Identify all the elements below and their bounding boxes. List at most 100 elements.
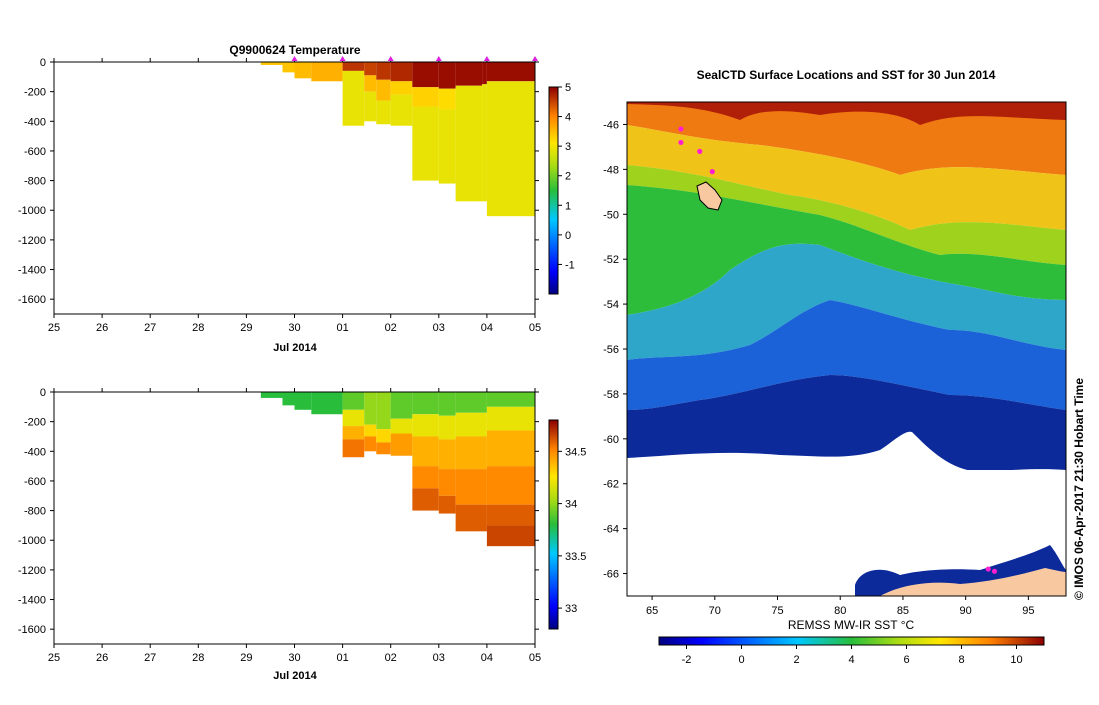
salinity-axes: 0 -200 -400 -600 -800 -1000 -1200 -1400 -1600 25 2… [18, 387, 541, 664]
salinity-cell [486, 392, 535, 407]
temperature-profile-marker [339, 56, 346, 61]
sst-map-ytick-label: -52 [603, 254, 619, 266]
salinity-cell [455, 436, 487, 470]
salinity-cell [342, 426, 365, 440]
sst-field [627, 102, 1066, 596]
temperature-cell [376, 79, 391, 101]
temperature-xtick-label: 02 [385, 322, 397, 334]
salinity-cell [282, 392, 295, 406]
temperature-cell [412, 62, 439, 88]
salinity-ytick-label: -1400 [18, 595, 46, 607]
temperature-xtick-label: 05 [529, 322, 541, 334]
temperature-colorbar [548, 86, 559, 295]
salinity-ytick-label: -600 [24, 476, 46, 488]
salinity-xtick-label: 29 [240, 652, 252, 664]
temperature-cb-label: 4 [565, 112, 571, 124]
temperature-xlabel: Jul 2014 [273, 342, 317, 354]
salinity-xtick-label: 30 [288, 652, 300, 664]
salinity-cb-label: 34 [565, 499, 577, 511]
salinity-xtick-label: 03 [433, 652, 445, 664]
salinity-cell [455, 392, 487, 413]
temperature-ytick-label: 0 [40, 57, 46, 69]
temperature-xtick-label: 30 [288, 322, 300, 334]
temperature-ytick-label: -1400 [18, 265, 46, 277]
temperature-cb-label: 0 [565, 230, 571, 242]
salinity-cell [438, 392, 456, 416]
salinity-ytick-label: -1200 [18, 565, 46, 577]
seal-location-marker [991, 568, 998, 574]
temperature-cell [455, 62, 483, 86]
seal-location-marker [697, 148, 703, 154]
salinity-cell [364, 392, 377, 425]
sst-map-ytick-label: -58 [603, 389, 619, 401]
sst-map-xtick-label: 90 [960, 605, 972, 617]
salinity-xlabel: Jul 2014 [273, 670, 317, 682]
salinity-xtick-label: 05 [529, 652, 541, 664]
salinity-cell [412, 392, 439, 415]
sst-colorbar-label: REMSS MW-IR SST °C [788, 618, 915, 632]
salinity-cell [412, 414, 439, 437]
seal-location-marker [985, 566, 991, 572]
salinity-cell [390, 433, 413, 456]
sst-map-ytick-label: -48 [603, 164, 619, 176]
salinity-cell [412, 488, 439, 511]
temperature-cell [486, 81, 535, 217]
temperature-profile-marker [387, 56, 394, 61]
sst-cb-label: 4 [848, 654, 854, 666]
temperature-colorbar-ticks: 5 4 3 2 1 0 -1 [558, 82, 575, 271]
temperature-cell [376, 62, 391, 80]
salinity-cell [390, 418, 413, 434]
salinity-cell [311, 392, 343, 415]
salinity-cell [412, 466, 439, 489]
salinity-cell [438, 439, 456, 470]
salinity-panel: 0 -200 -400 -600 -800 -1000 -1200 -1400 -1600 25 2… [18, 387, 587, 682]
sst-cb-label: 10 [1010, 654, 1022, 666]
temperature-cell [364, 62, 377, 76]
sst-map-xtick-label: 85 [897, 605, 909, 617]
sst-cb-label: 6 [903, 654, 909, 666]
seal-locations [678, 126, 998, 574]
salinity-cb-label: 34.5 [565, 446, 586, 458]
temperature-cell [260, 62, 283, 65]
salinity-xtick-label: 01 [336, 652, 348, 664]
salinity-cell [342, 409, 365, 427]
salinity-cell [390, 392, 413, 419]
temperature-cell [376, 100, 391, 125]
temperature-cell [294, 62, 312, 79]
sst-map-ytick-label: -60 [603, 434, 619, 446]
salinity-cell [486, 466, 535, 505]
temperature-xtick-label: 03 [433, 322, 445, 334]
temperature-cb-label: 3 [565, 141, 571, 153]
salinity-cell [376, 429, 391, 443]
sst-map-ytick-label: -56 [603, 344, 619, 356]
sst-colorbar-ticks: -2 0 2 4 6 8 10 [682, 645, 1023, 666]
seal-location-marker [678, 139, 684, 146]
sst-cb-label: 2 [793, 654, 799, 666]
temperature-profile-marker [483, 56, 490, 61]
salinity-cell [486, 430, 535, 467]
temperature-cell [390, 94, 413, 126]
seal-location-marker [678, 126, 684, 132]
salinity-xtick-label: 02 [385, 652, 397, 664]
sst-map-ytick-label: -66 [603, 569, 619, 581]
temperature-cell [482, 84, 487, 202]
temperature-cell [390, 62, 413, 82]
salinity-cell [342, 392, 365, 410]
temperature-cb-label: 2 [565, 171, 571, 183]
salinity-xtick-label: 04 [481, 652, 493, 664]
temperature-title: Q9900624 Temperature [229, 43, 361, 57]
salinity-cell [342, 439, 365, 458]
temperature-cells [260, 62, 535, 217]
salinity-colorbar [548, 419, 559, 630]
salinity-cell [260, 392, 283, 398]
salinity-cell [376, 392, 391, 430]
sst-map-ytick-label: -46 [603, 119, 619, 131]
salinity-cell [376, 442, 391, 455]
salinity-ytick-label: -1600 [18, 624, 46, 636]
imos-credit: © IMOS 06-Apr-2017 21:30 Hobart Time [1072, 378, 1086, 600]
salinity-cell [364, 424, 377, 437]
temperature-xtick-label: 27 [144, 322, 156, 334]
salinity-cell [455, 504, 487, 532]
temperature-xtick-label: 04 [481, 322, 493, 334]
